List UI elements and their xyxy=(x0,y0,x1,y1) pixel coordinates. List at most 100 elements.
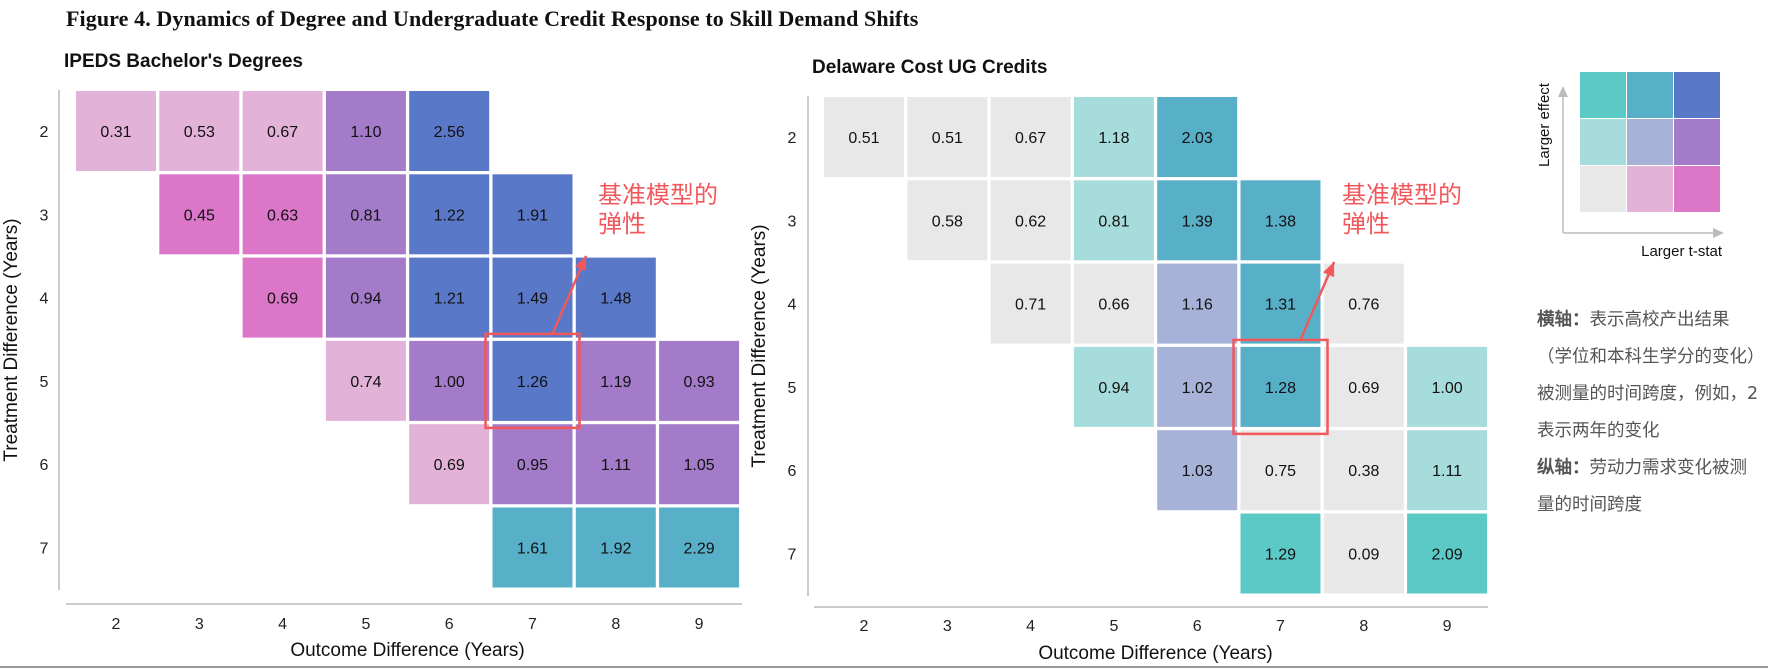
p1-cell xyxy=(409,174,490,255)
p1-cell-value: 1.11 xyxy=(601,457,631,474)
p1-cell-value: 1.61 xyxy=(517,541,548,558)
p1-cell-value: 1.19 xyxy=(600,374,631,391)
p1-cell xyxy=(325,91,406,171)
p1-cell xyxy=(492,340,573,421)
p2-cell xyxy=(1323,513,1404,594)
p1-cell xyxy=(409,91,490,171)
p2-cell-value: 0.09 xyxy=(1348,547,1379,564)
p2-cell-value: 1.00 xyxy=(1432,380,1463,397)
p2-highlight-box xyxy=(1232,338,1329,436)
p2-cell xyxy=(907,97,988,177)
p1-callout-text-line2: 弹性 xyxy=(598,210,646,238)
p1-cell xyxy=(659,424,740,505)
p2-x-tick-label: 8 xyxy=(1359,618,1368,635)
p1-callout-arrow-head xyxy=(575,255,587,272)
p2-cell-value: 0.69 xyxy=(1348,380,1379,397)
p1-cell xyxy=(159,174,240,255)
p2-cell-value: 1.03 xyxy=(1182,463,1213,480)
p1-cell xyxy=(409,257,490,338)
p1-cell xyxy=(659,507,740,588)
legend-swatch xyxy=(1674,72,1720,118)
p1-cell xyxy=(242,91,323,171)
p2-cell-value: 1.28 xyxy=(1265,380,1296,397)
p2-x-tick-label: 2 xyxy=(860,618,869,635)
p1-x-axis-label: Outcome Difference (Years) xyxy=(290,640,524,661)
p1-y-axis-label: Treatment Difference (Years) xyxy=(1,218,22,461)
p1-cell-value: 0.81 xyxy=(350,207,381,224)
p2-cell-value: 1.16 xyxy=(1182,297,1213,314)
p2-cell xyxy=(907,180,988,261)
p1-cell-value: 1.22 xyxy=(434,207,465,224)
p1-y-tick-label: 3 xyxy=(40,207,49,224)
p2-cell-value: 2.03 xyxy=(1182,130,1213,147)
p2-cell-value: 1.11 xyxy=(1432,463,1462,480)
p2-callout-text-line1: 基准模型的 xyxy=(1342,181,1462,209)
legend-x-arrowhead xyxy=(1713,228,1724,238)
p2-cell xyxy=(1407,346,1488,427)
p2-cell-value: 0.58 xyxy=(932,213,963,230)
p1-x-tick-label: 7 xyxy=(528,616,537,633)
p2-cell-value: 0.66 xyxy=(1098,297,1129,314)
p2-cell-value: 0.81 xyxy=(1098,213,1129,230)
p1-cell xyxy=(492,424,573,505)
p2-cell-value: 1.18 xyxy=(1098,130,1129,147)
p1-x-tick-label: 9 xyxy=(695,616,704,633)
p1-cell xyxy=(409,424,490,505)
p2-y-tick-label: 3 xyxy=(788,213,797,230)
p2-x-tick-label: 6 xyxy=(1193,618,1202,635)
p1-callout-arrow-line xyxy=(551,255,588,335)
p2-cell xyxy=(824,97,904,177)
p2-cell-value: 0.71 xyxy=(1015,297,1046,314)
p2-cell xyxy=(1407,430,1488,511)
p2-x-tick-label: 3 xyxy=(943,618,952,635)
x-note-text: 表示高校产出结果（学位和本科生学分的变化）被测量的时间跨度，例如，2表示两年的变… xyxy=(1537,310,1759,441)
p1-cell xyxy=(242,174,323,255)
p1-cell-value: 0.53 xyxy=(184,124,215,141)
p1-cell-value: 1.91 xyxy=(517,207,548,224)
legend-y-label: Larger effect xyxy=(1536,82,1553,167)
p2-cell-value: 2.09 xyxy=(1432,547,1463,564)
p1-x-tick-label: 3 xyxy=(195,616,204,633)
x-note-label: 横轴： xyxy=(1537,310,1590,330)
p1-x-tick-label: 5 xyxy=(361,616,370,633)
p1-cell-value: 2.29 xyxy=(684,541,715,558)
figure-title: Figure 4. Dynamics of Degree and Undergr… xyxy=(66,6,919,31)
p1-highlight-box xyxy=(484,332,581,430)
p2-cell xyxy=(1073,263,1154,344)
p2-cell-value: 1.31 xyxy=(1265,297,1296,314)
p2-y-tick-label: 2 xyxy=(788,130,797,147)
p2-cell xyxy=(1157,263,1238,344)
legend-x-label: Larger t-stat xyxy=(1641,243,1723,260)
p1-cell-value: 1.05 xyxy=(684,457,715,474)
p1-cell xyxy=(159,91,240,171)
p2-callout-arrow-line xyxy=(1299,261,1336,341)
p2-cell xyxy=(990,180,1071,261)
p2-cell xyxy=(1407,513,1488,594)
p2-cell xyxy=(1240,263,1321,344)
p2-y-tick-label: 6 xyxy=(788,463,797,480)
legend-y-arrowhead xyxy=(1558,86,1568,97)
legend-swatch xyxy=(1580,166,1626,212)
p2-x-tick-label: 9 xyxy=(1443,618,1452,635)
p2-cell-value: 1.02 xyxy=(1182,380,1213,397)
p2-cell-value: 0.67 xyxy=(1015,130,1046,147)
legend-swatch xyxy=(1627,166,1673,212)
legend-swatch xyxy=(1580,72,1626,118)
p1-y-tick-label: 2 xyxy=(40,124,49,141)
p1-cell-value: 1.26 xyxy=(517,374,548,391)
p2-cell xyxy=(1240,346,1321,427)
p1-cell-value: 0.93 xyxy=(684,374,715,391)
p1-cell xyxy=(409,340,490,421)
p2-cell-value: 0.76 xyxy=(1348,297,1379,314)
p1-cell-value: 0.95 xyxy=(517,457,548,474)
p1-cell-value: 0.69 xyxy=(434,457,465,474)
p1-x-tick-label: 2 xyxy=(112,616,121,633)
p2-cell-value: 1.29 xyxy=(1265,547,1296,564)
p1-cell-value: 0.94 xyxy=(350,291,381,308)
p2-cell-value: 0.51 xyxy=(932,130,963,147)
p1-x-tick-label: 8 xyxy=(611,616,620,633)
p2-cell xyxy=(1157,430,1238,511)
axis-notes: 横轴：表示高校产出结果（学位和本科生学分的变化）被测量的时间跨度，例如，2表示两… xyxy=(1537,302,1762,524)
p2-cell-value: 0.51 xyxy=(848,130,879,147)
p1-cell xyxy=(492,257,573,338)
